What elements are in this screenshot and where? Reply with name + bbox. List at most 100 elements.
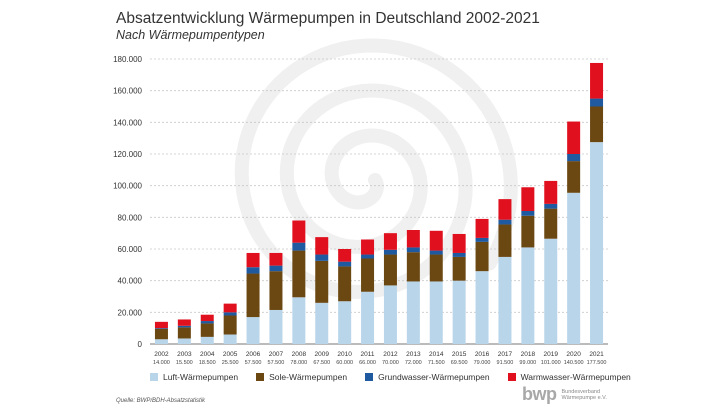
bar-segment <box>315 260 329 303</box>
total-label: 67.500 <box>313 360 330 366</box>
bar-segment <box>246 252 260 268</box>
bar-segment <box>544 238 558 344</box>
bar-segment <box>246 273 260 318</box>
bar-segment <box>567 154 581 162</box>
gridlines <box>150 58 608 345</box>
bar-segment <box>429 250 443 255</box>
bar-segment <box>223 315 237 335</box>
total-label: 177.500 <box>587 360 607 366</box>
legend-swatch-sole <box>256 373 265 381</box>
legend-label-grundwasser: Grundwasser-Wärmepumpen <box>378 372 490 382</box>
legend-swatch-grundwasser <box>365 373 374 381</box>
bar-segment <box>475 241 489 272</box>
x-tick-label: 2019 <box>544 351 559 358</box>
total-label: 69.500 <box>451 360 468 366</box>
source-note: Quelle: BWP/BDH-Absatzstatistik <box>116 398 206 404</box>
y-tick-label: 100.000 <box>113 182 142 191</box>
bar-segment <box>452 280 466 344</box>
x-tick-label: 2009 <box>315 351 330 358</box>
bar-segment <box>338 249 352 262</box>
bar-segment <box>498 199 512 220</box>
legend-item-luft: Luft-Wärmepumpen <box>150 372 238 382</box>
x-tick-label: 2017 <box>498 351 513 358</box>
bar-segment <box>177 325 191 328</box>
total-label: 70.000 <box>382 360 399 366</box>
y-tick-label: 20.000 <box>118 308 143 317</box>
bar-segment <box>361 254 375 259</box>
x-axis-labels: 2002 14.000 2003 15.500 2004 18.500 2005 25.500… <box>153 351 606 366</box>
bar-segment <box>429 254 443 282</box>
bar-segment <box>406 281 420 344</box>
total-label: 71.500 <box>428 360 445 366</box>
legend-label-warmwasser: Warmwasser-Wärmepumpen <box>520 372 631 382</box>
legend-label-sole: Sole-Wärmepumpen <box>269 372 348 382</box>
bar-segment <box>429 281 443 344</box>
x-tick-label: 2003 <box>177 351 192 358</box>
total-label: 140.500 <box>564 360 584 366</box>
bar-segment <box>177 338 191 344</box>
bar-segment <box>361 239 375 255</box>
bar-segment <box>383 285 397 344</box>
total-label: 78.000 <box>290 360 307 366</box>
bar-segment <box>223 312 237 316</box>
x-tick-label: 2010 <box>337 351 352 358</box>
total-label: 66.000 <box>359 360 376 366</box>
bar-segment <box>269 252 283 266</box>
total-label: 101.000 <box>541 360 561 366</box>
bar-segment <box>154 339 168 344</box>
chart-subtitle: Nach Wärmepumpentypen <box>116 28 265 42</box>
y-tick-label: 160.000 <box>113 87 142 96</box>
bar-segment <box>567 192 581 344</box>
bar-segment <box>246 317 260 344</box>
bar-segment <box>361 291 375 344</box>
bar-segment <box>292 242 306 251</box>
bar-segment <box>177 319 191 326</box>
legend-label-luft: Luft-Wärmepumpen <box>163 372 239 382</box>
bar-segment <box>521 247 535 344</box>
bar-segment <box>406 230 420 248</box>
bar-segment <box>521 211 535 216</box>
spiral-watermark-icon <box>234 38 518 299</box>
bar-segment <box>406 247 420 253</box>
bar-segment <box>590 98 604 107</box>
total-label: 18.500 <box>199 360 216 366</box>
total-label: 15.500 <box>176 360 193 366</box>
bar-segment <box>292 220 306 243</box>
bar-segment <box>544 203 558 209</box>
total-label: 60.000 <box>336 360 353 366</box>
y-tick-label: 180.000 <box>113 55 142 64</box>
bar-segment <box>315 237 329 255</box>
legend-swatch-luft <box>150 373 158 381</box>
y-tick-label: 60.000 <box>118 245 143 254</box>
bar-segment <box>567 121 581 154</box>
y-tick-label: 0 <box>138 340 143 349</box>
y-tick-label: 40.000 <box>118 277 143 286</box>
bar-segment <box>338 261 352 267</box>
x-tick-label: 2011 <box>361 351 375 358</box>
bar-segment <box>292 250 306 298</box>
bar-segment <box>269 309 283 344</box>
total-label: 25.500 <box>222 360 239 366</box>
y-tick-label: 80.000 <box>118 213 143 222</box>
bar-segment <box>429 230 443 251</box>
logo-mark: bwp <box>522 384 557 404</box>
x-tick-label: 2002 <box>154 351 169 358</box>
bar-segment <box>498 256 512 344</box>
x-tick-label: 2004 <box>200 351 215 358</box>
x-tick-label: 2012 <box>383 351 398 358</box>
bar-segment <box>246 267 260 274</box>
bwp-logo: bwp Bundesverband Wärmepumpe e.V. <box>522 384 612 405</box>
bar-segment <box>154 328 168 329</box>
spiral-path <box>234 38 518 299</box>
bar-segment <box>154 321 168 329</box>
total-label: 79.000 <box>474 360 491 366</box>
x-tick-label: 2016 <box>475 351 490 358</box>
bar-segment <box>292 297 306 344</box>
bar-segment <box>406 252 420 282</box>
bar-group <box>154 62 604 344</box>
bar-segment <box>475 218 489 238</box>
x-tick-label: 2021 <box>589 351 604 358</box>
bar-segment <box>590 106 604 143</box>
bar-segment <box>177 327 191 339</box>
bar-segment <box>200 323 214 337</box>
